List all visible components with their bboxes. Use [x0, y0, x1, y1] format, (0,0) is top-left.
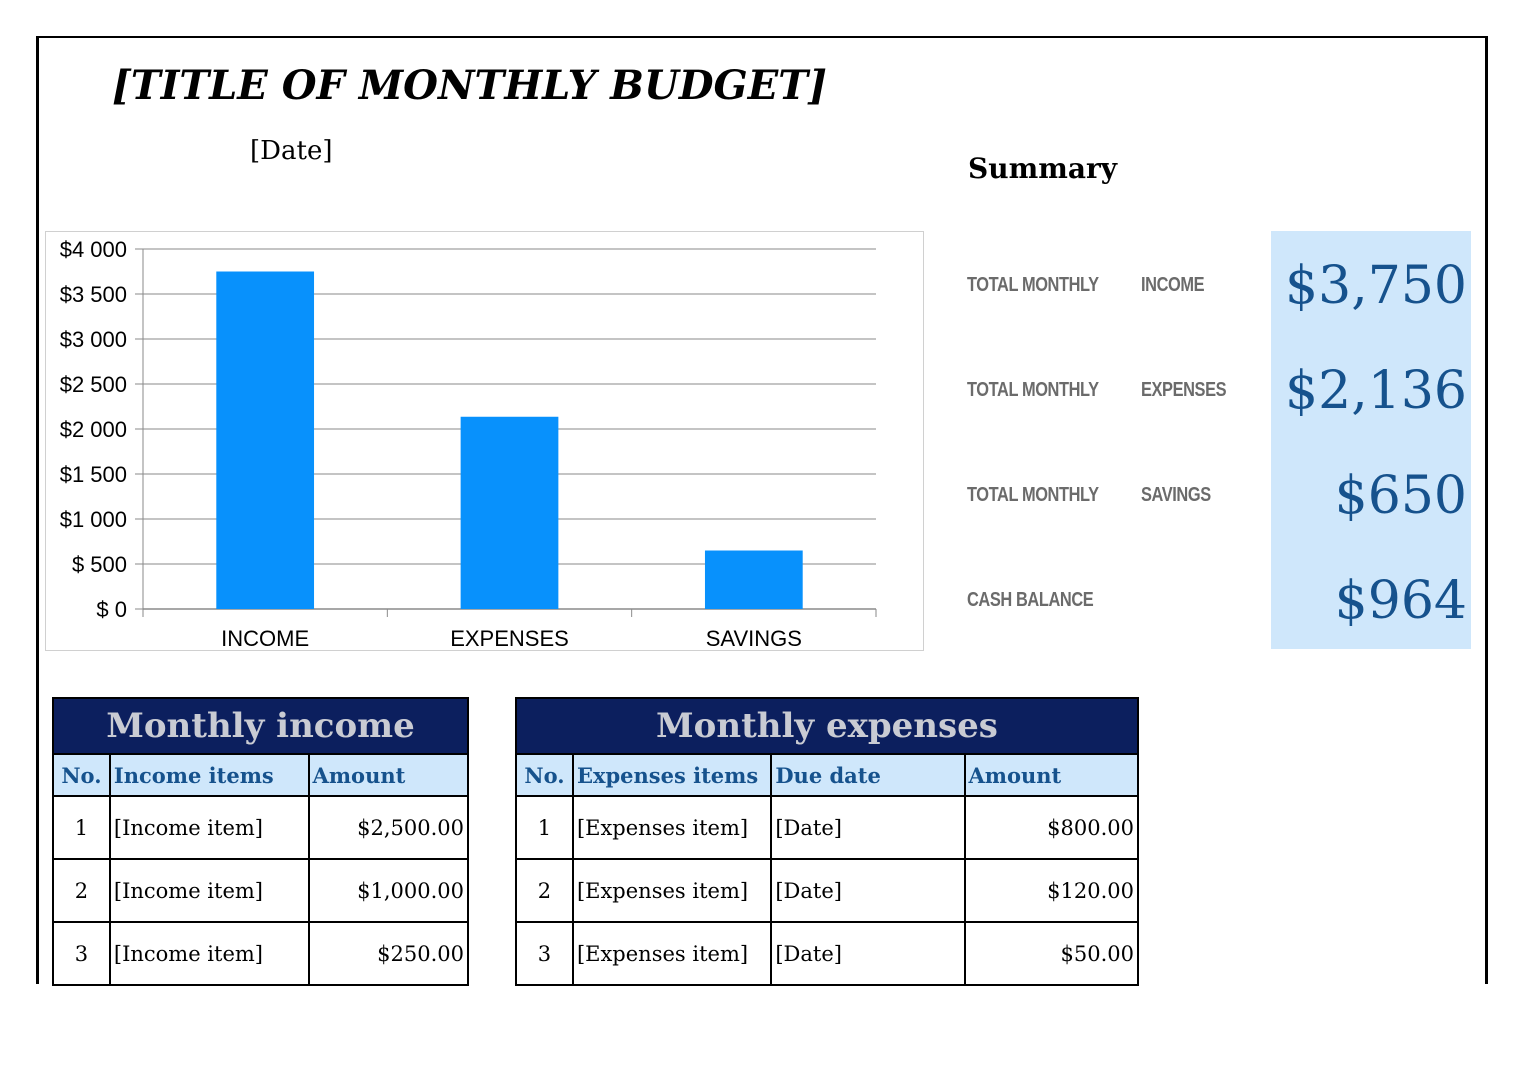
column-header-items: Income items: [108, 753, 310, 797]
summary-row-cash-balance: CASH BALANCE $964: [967, 571, 1471, 631]
y-tick-label: $3 500: [60, 282, 127, 307]
table-row: 2 [Expenses item] [Date] $120.00: [515, 858, 1139, 923]
income-table-title: Monthly income: [52, 697, 469, 755]
summary-label-type: SAVINGS: [1141, 484, 1211, 506]
summary-label: CASH BALANCE: [967, 589, 1094, 611]
income-item[interactable]: [Income item]: [108, 921, 310, 986]
budget-chart: $ 0 $ 500 $1 000 $1 500 $2 000 $2 500 $3 000 $3…: [45, 231, 924, 651]
x-tick-label: INCOME: [221, 626, 309, 651]
table-row: 2 [Income item] $1,000.00: [52, 858, 470, 923]
expenses-item[interactable]: [Expenses item]: [571, 795, 773, 860]
bar-savings: [704, 550, 803, 609]
income-amount[interactable]: $1,000.00: [307, 858, 470, 923]
income-item[interactable]: [Income item]: [108, 795, 310, 860]
expenses-due-date[interactable]: [Date]: [770, 921, 966, 986]
column-header-amount: Amount: [963, 753, 1139, 797]
summary-row-savings: TOTAL MONTHLY SAVINGS $650: [967, 466, 1471, 526]
bar-income: [216, 271, 315, 609]
row-number: 2: [515, 858, 574, 923]
expenses-table: Monthly expenses No. Expenses items Due …: [515, 697, 1139, 986]
expenses-amount[interactable]: $120.00: [963, 858, 1139, 923]
income-table: Monthly income No. Income items Amount 1…: [52, 697, 470, 986]
expenses-amount[interactable]: $50.00: [963, 921, 1139, 986]
y-tick-label: $1 500: [60, 462, 127, 487]
income-amount[interactable]: $250.00: [307, 921, 470, 986]
expenses-amount[interactable]: $800.00: [963, 795, 1139, 860]
column-header-items: Expenses items: [571, 753, 773, 797]
summary-label-type: INCOME: [1141, 274, 1205, 296]
summary-label: TOTAL MONTHLY: [967, 379, 1099, 401]
summary-value: $3,750: [1285, 256, 1467, 316]
x-tick-label: EXPENSES: [450, 626, 569, 651]
expenses-table-title: Monthly expenses: [515, 697, 1139, 755]
summary-values-panel: [1271, 231, 1471, 649]
page-frame: [36, 36, 1488, 984]
summary-label-type: EXPENSES: [1141, 379, 1227, 401]
expenses-due-date[interactable]: [Date]: [770, 795, 966, 860]
summary-title: Summary: [968, 152, 1117, 185]
y-tick-label: $2 000: [60, 417, 127, 442]
expenses-item[interactable]: [Expenses item]: [571, 921, 773, 986]
summary-row-income: TOTAL MONTHLY INCOME $3,750: [967, 256, 1471, 316]
summary-value: $2,136: [1285, 361, 1467, 421]
table-row: 1 [Expenses item] [Date] $800.00: [515, 795, 1139, 860]
bar-expenses: [460, 416, 559, 609]
y-tick-label: $4 000: [60, 237, 127, 262]
table-row: 1 [Income item] $2,500.00: [52, 795, 470, 860]
y-tick-label: $2 500: [60, 372, 127, 397]
summary-row-expenses: TOTAL MONTHLY EXPENSES $2,136: [967, 361, 1471, 421]
y-tick-label: $ 0: [96, 597, 127, 622]
x-tick-label: SAVINGS: [706, 626, 802, 651]
summary-label: TOTAL MONTHLY: [967, 274, 1099, 296]
income-amount[interactable]: $2,500.00: [307, 795, 470, 860]
summary-label: TOTAL MONTHLY: [967, 484, 1099, 506]
page-title: [TITLE OF MONTHLY BUDGET]: [112, 62, 827, 109]
y-tick-label: $3 000: [60, 327, 127, 352]
income-item[interactable]: [Income item]: [108, 858, 310, 923]
row-number: 3: [52, 921, 111, 986]
expenses-due-date[interactable]: [Date]: [770, 858, 966, 923]
table-row: 3 [Expenses item] [Date] $50.00: [515, 921, 1139, 986]
row-number: 2: [52, 858, 111, 923]
row-number: 3: [515, 921, 574, 986]
y-tick-label: $1 000: [60, 507, 127, 532]
budget-chart-svg: $ 0 $ 500 $1 000 $1 500 $2 000 $2 500 $3 000 $3…: [60, 237, 877, 651]
column-header-amount: Amount: [307, 753, 470, 797]
column-header-no: No.: [515, 753, 574, 797]
summary-value: $650: [1334, 466, 1467, 526]
y-tick-label: $ 500: [72, 552, 127, 577]
column-header-due-date: Due date: [770, 753, 966, 797]
row-number: 1: [515, 795, 574, 860]
page-date: [Date]: [250, 136, 333, 166]
column-header-no: No.: [52, 753, 111, 797]
table-row: 3 [Income item] $250.00: [52, 921, 470, 986]
expenses-item[interactable]: [Expenses item]: [571, 858, 773, 923]
row-number: 1: [52, 795, 111, 860]
summary-value: $964: [1334, 571, 1467, 631]
